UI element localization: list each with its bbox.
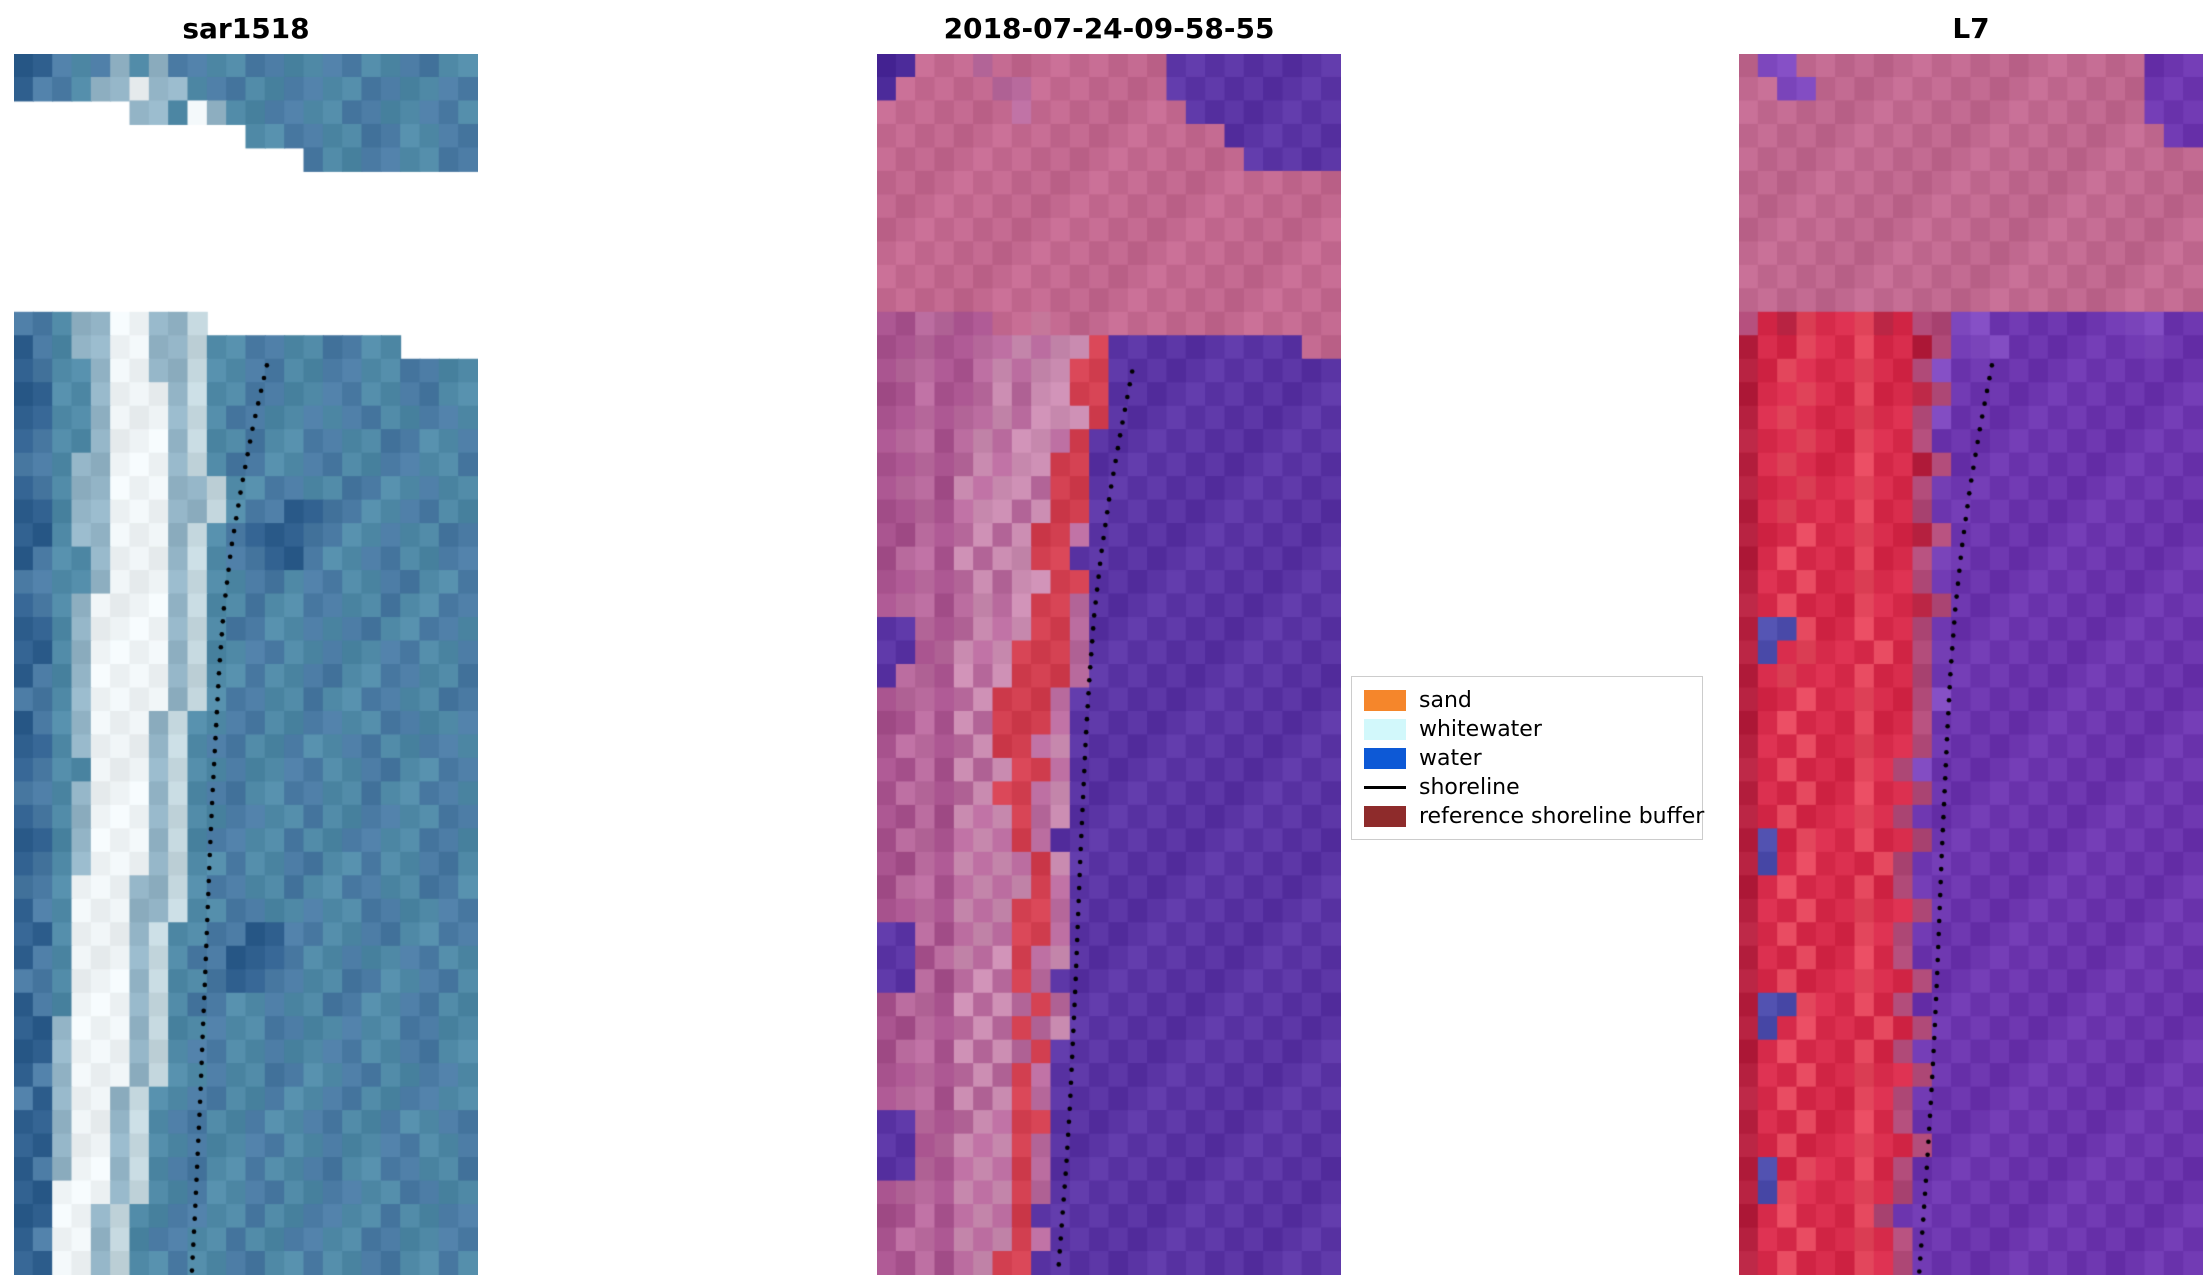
panel-title-l7: L7 (1952, 12, 1990, 45)
panel-classified-2018-07-24: 2018-07-24-09-58-55 (877, 12, 1341, 1275)
legend: sand whitewater water shoreline referenc… (1351, 676, 1704, 840)
legend-item-water: water (1364, 744, 1690, 773)
legend-label-sand: sand (1419, 688, 1472, 713)
legend-item-sand: sand (1364, 686, 1690, 715)
l7-image-canvas (1739, 54, 2203, 1275)
panel-sar1518: sar1518 (14, 12, 478, 1275)
reference-shoreline-buffer-color-swatch (1364, 806, 1406, 827)
legend-label-shoreline: shoreline (1419, 775, 1520, 800)
legend-label-water: water (1419, 746, 1482, 771)
panel-title-sar1518: sar1518 (182, 12, 310, 45)
legend-item-reference-shoreline-buffer: reference shoreline buffer (1364, 802, 1704, 831)
legend-label-reference-shoreline-buffer: reference shoreline buffer (1419, 804, 1705, 829)
sar1518-image-canvas (14, 54, 478, 1275)
water-color-swatch (1364, 748, 1406, 769)
legend-label-whitewater: whitewater (1419, 717, 1542, 742)
sand-color-swatch (1364, 690, 1406, 711)
legend-item-shoreline: shoreline (1364, 773, 1690, 802)
panel-l7: L7 (1739, 12, 2203, 1275)
whitewater-color-swatch (1364, 719, 1406, 740)
panel-title-classified: 2018-07-24-09-58-55 (943, 12, 1275, 45)
shoreline-line-swatch (1364, 786, 1406, 789)
classified-image-canvas (877, 54, 1341, 1275)
legend-item-whitewater: whitewater (1364, 715, 1690, 744)
